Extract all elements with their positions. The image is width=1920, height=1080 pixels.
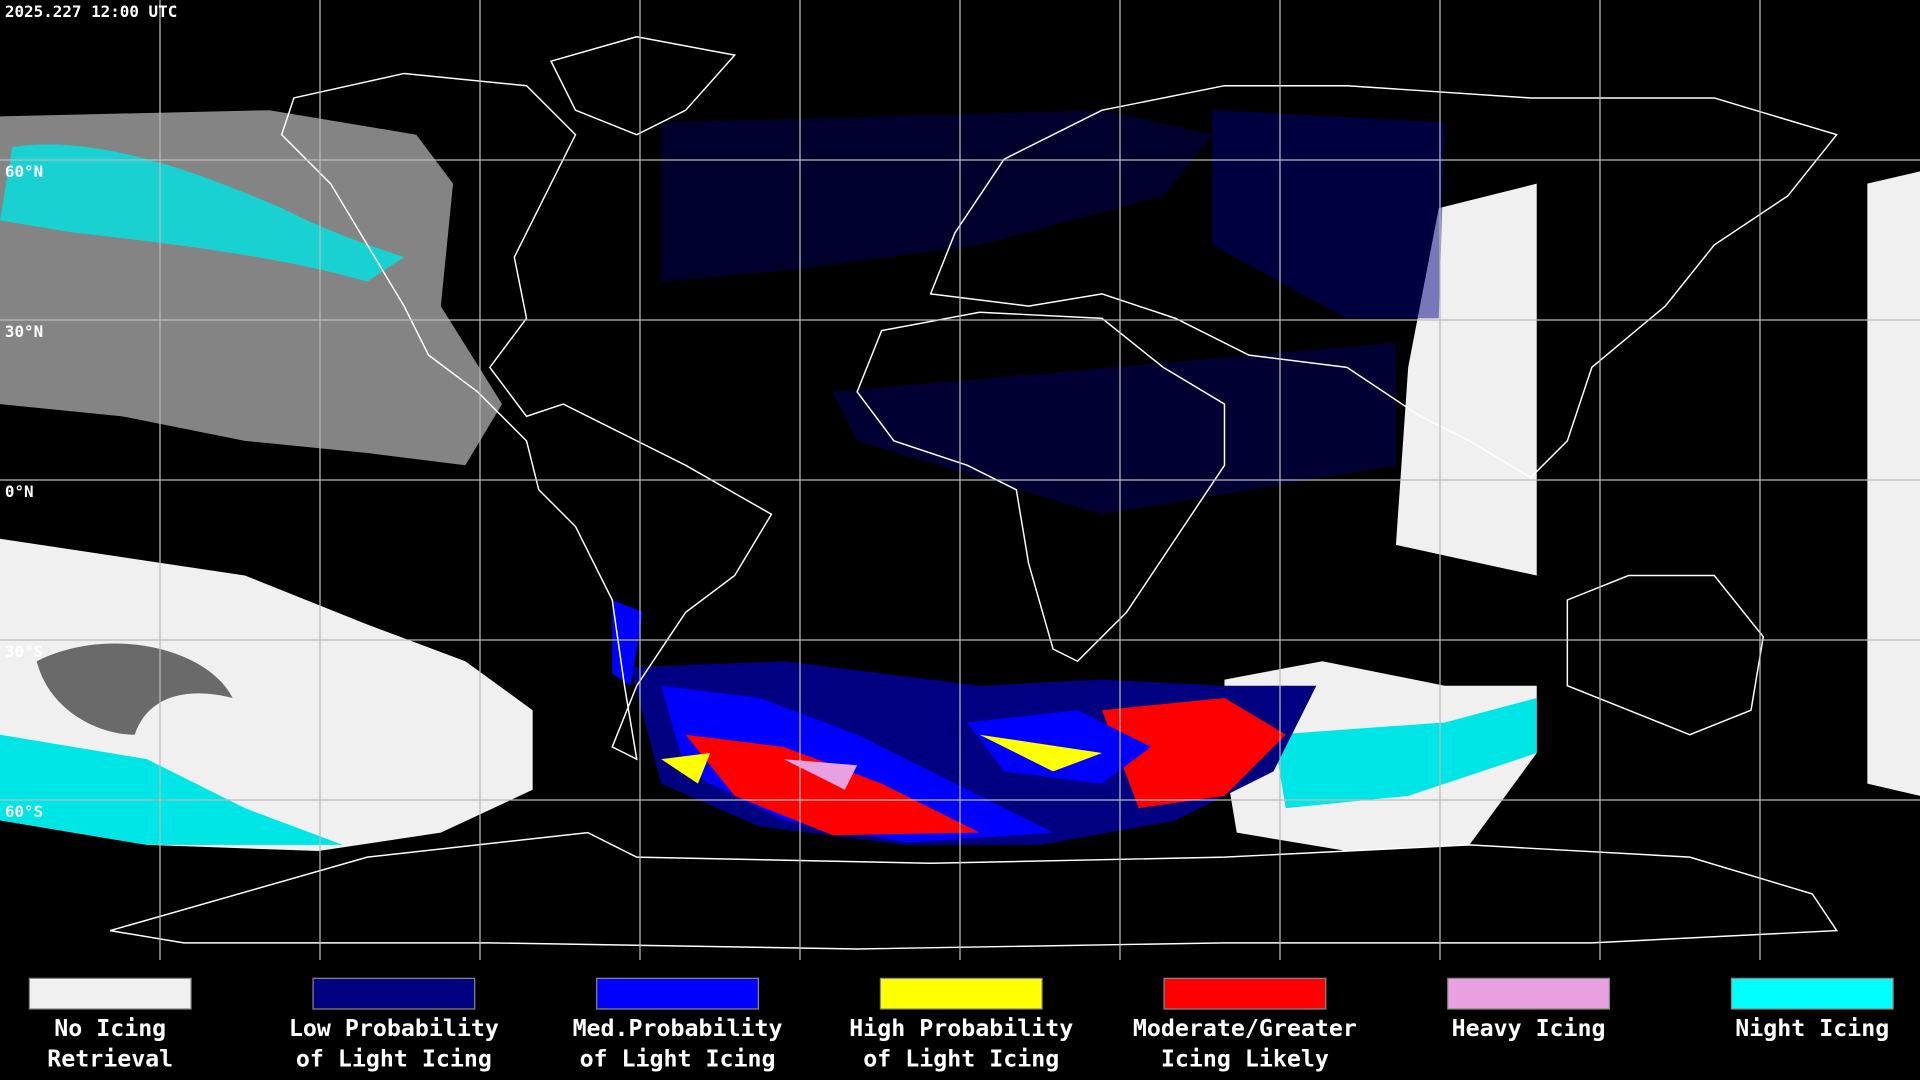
lat-labels: 60°N 30°N 0°N 30°S 60°S <box>5 162 43 821</box>
cloud-edge <box>1867 171 1920 796</box>
coast-australia <box>1566 574 1765 736</box>
legend-label: of Light Icing <box>863 1046 1059 1073</box>
legend-label: Icing Likely <box>1161 1046 1329 1073</box>
coast-antarctica <box>110 831 1839 950</box>
coast-eurasia <box>929 84 1838 479</box>
legend-label: Med.Probability <box>573 1015 783 1042</box>
night-cloud <box>0 734 343 845</box>
icing-heavy <box>783 759 858 790</box>
legend-swatch <box>28 977 192 1010</box>
icing-tropics <box>832 342 1396 515</box>
legend: No Icing Retrieval Low Probability of Light… <box>28 977 1894 1073</box>
legend-label: Low Probability <box>289 1015 499 1042</box>
lat-label: 60°N <box>5 162 43 181</box>
graticule <box>0 0 1920 960</box>
icing-andes <box>612 600 643 686</box>
lat-label: 60°S <box>5 802 43 821</box>
lat-label: 30°S <box>5 642 43 661</box>
legend-swatch <box>1447 977 1611 1010</box>
coastlines <box>110 35 1839 950</box>
legend-label: of Light Icing <box>580 1046 776 1073</box>
night-cloud <box>0 144 405 282</box>
legend-label: Retrieval <box>47 1046 173 1073</box>
legend-swatch <box>312 977 476 1010</box>
lat-label: 0°N <box>5 482 34 501</box>
icing-moderate <box>1102 697 1286 809</box>
coast-americas <box>280 72 773 761</box>
legend-swatch <box>1163 977 1327 1010</box>
legend-label: No Icing <box>54 1015 166 1042</box>
lat-label: 30°N <box>5 322 43 341</box>
legend-swatch <box>1730 977 1894 1010</box>
cloud-swirl <box>36 643 233 735</box>
icing-high <box>979 734 1103 772</box>
timestamp: 2025.227 12:00 UTC <box>5 2 177 21</box>
icing-regions <box>612 110 1445 845</box>
icing-moderate <box>685 734 980 836</box>
icing-high <box>661 753 711 784</box>
legend-label: Heavy Icing <box>1452 1015 1606 1042</box>
icing-asia <box>1212 110 1445 319</box>
night-cloud <box>1273 697 1537 809</box>
icing-north <box>661 110 1213 282</box>
coast-africa <box>856 311 1226 663</box>
legend-label: Night Icing <box>1735 1015 1889 1042</box>
legend-label: High Probability <box>849 1015 1073 1042</box>
legend-label: Moderate/Greater <box>1133 1015 1357 1042</box>
legend-label: of Light Icing <box>296 1046 492 1073</box>
legend-swatch <box>879 977 1043 1010</box>
legend-swatch <box>596 977 759 1010</box>
coast-greenland <box>549 35 737 136</box>
